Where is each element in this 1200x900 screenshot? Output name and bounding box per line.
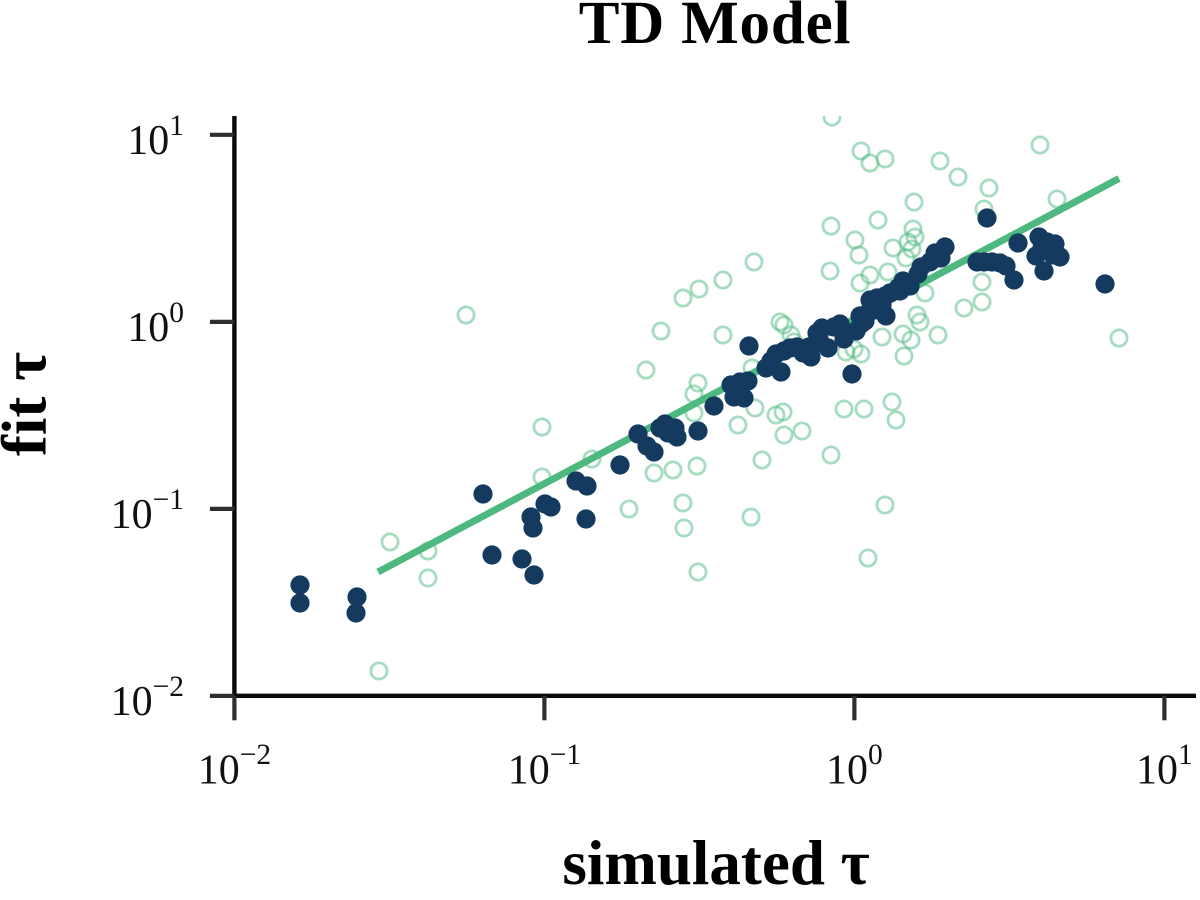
svg-text:simulated τ: simulated τ xyxy=(562,828,869,898)
svg-text:10−1: 10−1 xyxy=(111,484,184,538)
svg-text:fit τ: fit τ xyxy=(0,352,60,456)
svg-text:TD Model: TD Model xyxy=(579,0,851,57)
svg-text:10−2: 10−2 xyxy=(198,739,271,793)
